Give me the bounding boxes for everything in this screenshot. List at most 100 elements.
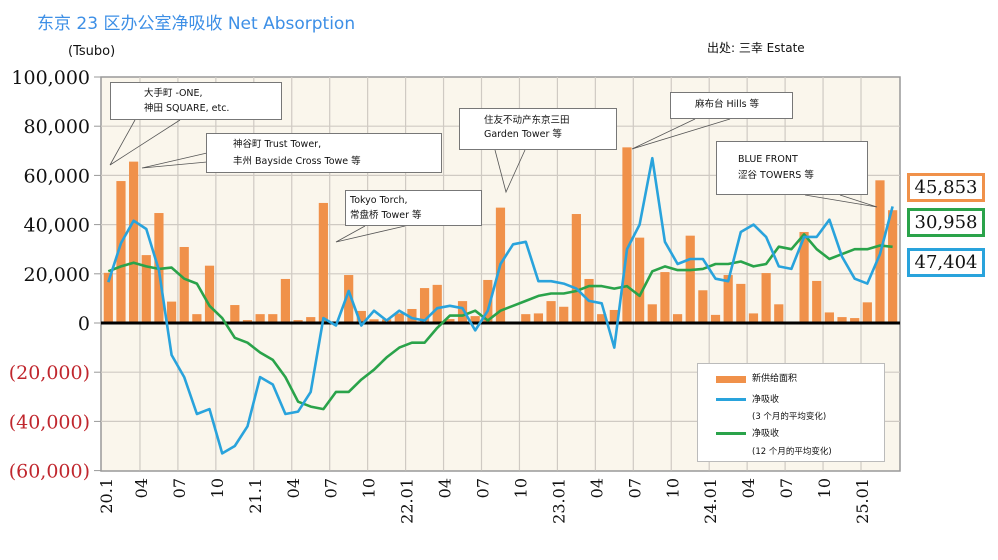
callout-line: Garden Tower 等 [484,129,562,140]
supply-bar [306,317,316,323]
supply-bar [609,309,619,323]
source-note: 出处: 三幸 Estate [707,41,805,55]
x-tick-label: 10 [511,478,530,498]
supply-bar [748,313,759,323]
supply-bar [533,313,544,323]
y-tick-label: (20,000) [9,362,90,384]
callout-line: 神谷町 Trust Tower, [233,139,322,150]
callout-line: Tokyo Torch, [350,195,408,206]
supply-bar [179,246,189,323]
supply-bar [419,288,430,323]
supply-bar [318,202,328,323]
x-tick-label: 04 [587,478,606,498]
x-tick-label: 04 [132,478,151,498]
supply-bar [103,272,113,323]
x-tick-label: 22.01 [398,478,417,524]
callout-pointer [109,119,181,166]
legend-label-abs12: 净吸收 [752,429,780,439]
supply-bar [647,304,657,323]
callout-line: BLUE FRONT [738,154,798,165]
supply-bar [280,278,291,323]
supply-bar [672,314,683,323]
x-tick-label: 04 [284,478,303,498]
supply-bar [230,305,240,323]
callout-otemachi: 大手町 -ONE, 神田 SQUARE, etc. [110,82,282,120]
legend-sublabel-abs3: (3 个月的平均变化) [752,412,827,422]
x-tick-label: 07 [322,478,341,498]
x-tick-label: 07 [170,478,189,498]
chart-title: 东京 23 区办公室净吸收 Net Absorption [37,14,356,34]
supply-bar [116,181,126,323]
callout-pointer [335,225,406,243]
supply-bar [445,319,455,323]
callout-line: 涩谷 TOWERS 等 [738,170,814,181]
supply-bar [356,310,366,323]
supply-bar [141,255,151,323]
x-tick-label: 10 [360,478,379,498]
callout-mita-garden: 住友不动产东京三田 Garden Tower 等 [459,108,617,150]
callout-azabudai: 麻布台 Hills 等 [670,92,793,119]
supply-bar [597,314,607,323]
callout-pointer [804,194,878,208]
callout-tokyo-torch: Tokyo Torch, 常盘桥 Tower 等 [345,190,482,226]
legend-label-supply: 新供给面积 [752,374,798,384]
latest-abs3-value: 47,404 [907,248,985,277]
supply-bar [850,318,860,323]
supply-bar [761,273,771,323]
x-tick-label: 23.01 [549,478,568,524]
supply-bar [622,147,632,323]
y-tick-label: (40,000) [9,411,90,433]
callout-pointer [494,149,526,194]
supply-bar [457,301,468,323]
x-tick-label: 07 [474,478,493,498]
x-tick-label: 04 [436,478,455,498]
callout-line: 大手町 -ONE, [144,88,203,99]
x-tick-label: 25.01 [853,478,872,524]
supply-bar [736,283,746,323]
supply-bar [166,301,177,323]
supply-bar [268,314,278,323]
supply-bar [559,306,569,323]
legend: 新供给面积 净吸收 (3 个月的平均变化) 净吸收 (12 个月的平均变化) [697,363,885,462]
supply-bar [799,231,809,323]
y-tick-label: 20,000 [24,264,90,286]
supply-bar [660,272,670,323]
supply-bar [255,314,265,323]
latest-supply-value: 45,853 [907,173,985,202]
supply-bar [546,301,556,323]
supply-bar [129,161,139,323]
supply-bar [685,235,695,323]
supply-bar [192,314,202,323]
absorption-3m-line [107,156,894,455]
x-tick-label: 07 [777,478,796,498]
x-tick-label: 10 [663,478,682,498]
x-tick-label: 07 [625,478,644,498]
supply-bar [407,308,417,323]
x-tick-label: 20.1 [97,478,116,514]
supply-bar [432,284,442,323]
y-tick-label: 0 [78,313,90,335]
supply-bar [483,279,493,323]
y-tick-label: 80,000 [24,116,90,138]
absorption-12m-line [107,233,893,411]
x-tick-label: 24.01 [701,478,720,524]
x-tick-label: 10 [815,478,834,498]
supply-bar [369,319,379,323]
supply-bar [824,312,834,323]
callout-line: 常盘桥 Tower 等 [350,210,422,221]
x-tick-label: 10 [208,478,227,498]
callout-pointer [141,152,208,169]
callout-line: 神田 SQUARE, etc. [144,103,230,114]
supply-bar [521,314,531,323]
callout-line: 丰州 Bayside Cross Towe 等 [233,156,361,167]
legend-swatch-abs12 [716,432,746,435]
supply-bar [204,265,215,323]
supply-bar [698,290,708,323]
callout-pointer [631,118,731,150]
callout-blue-front: BLUE FRONT 涩谷 TOWERS 等 [716,141,868,195]
y-tick-label: 40,000 [24,215,90,237]
legend-sublabel-abs12: (12 个月的平均变化) [752,447,832,457]
y-tick-label: (60,000) [9,461,90,483]
supply-bar [394,313,404,323]
supply-bar [812,280,822,323]
